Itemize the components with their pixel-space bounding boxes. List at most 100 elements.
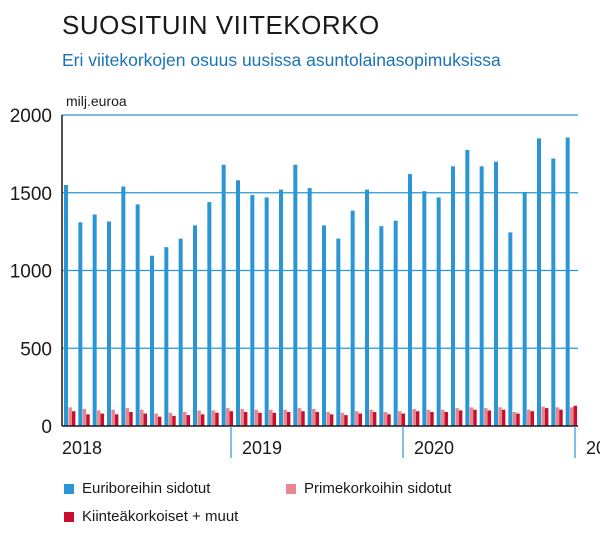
bar-series-3 — [344, 415, 348, 426]
bar-series-2 — [527, 409, 531, 426]
bar-series-2 — [340, 412, 345, 426]
bar-series-1 — [336, 238, 341, 426]
bar-series-1 — [135, 204, 140, 426]
bar-series-1 — [551, 158, 556, 427]
bar-series-2 — [111, 409, 115, 426]
bar-series-1 — [78, 222, 83, 426]
bar-series-1 — [150, 255, 154, 426]
bar-series-1 — [264, 197, 269, 426]
bar-series-2 — [455, 408, 459, 426]
bar-series-3 — [100, 413, 105, 426]
bar-series-2 — [140, 409, 144, 426]
x-tick-label: 2018 — [62, 438, 102, 458]
bar-series-3 — [444, 412, 449, 426]
bar-series-2 — [570, 407, 574, 426]
bar-series-2 — [254, 409, 259, 426]
bar-series-2 — [383, 412, 388, 426]
bar-series-1 — [379, 226, 384, 426]
bar-series-2 — [183, 412, 187, 426]
bar-series-1 — [279, 189, 283, 426]
bar-series-3 — [430, 412, 434, 426]
bar-series-1 — [350, 210, 355, 426]
bar-series-3 — [86, 414, 90, 426]
bar-series-3 — [200, 414, 205, 426]
chart-title: SUOSITUIN VIITEKORKO — [62, 10, 380, 40]
bar-series-1 — [465, 149, 470, 427]
bar-series-3 — [487, 410, 492, 426]
bar-series-3 — [544, 408, 549, 426]
bar-series-2 — [283, 409, 287, 426]
bar-series-1 — [565, 137, 570, 427]
bar-series-1 — [537, 138, 541, 426]
bar-series-2 — [326, 412, 330, 426]
bar-series-3 — [301, 411, 305, 426]
bar-series-2 — [469, 407, 474, 426]
y-tick-label: 2000 — [10, 106, 52, 127]
bar-series-1 — [250, 195, 255, 426]
bar-series-2 — [197, 410, 201, 426]
bar-series-2 — [82, 408, 87, 426]
legend-item-3: Kiinteäkorkoiset + muut — [64, 508, 238, 525]
bar-series-2 — [484, 408, 488, 426]
bar-series-1 — [393, 220, 398, 426]
bar-series-1 — [193, 225, 197, 426]
bar-series-1 — [221, 164, 226, 426]
bar-series-1 — [107, 221, 111, 426]
bar-series-3 — [372, 412, 377, 426]
bar-series-3 — [229, 411, 234, 426]
bar-series-2 — [97, 410, 101, 426]
bar-series-3 — [243, 412, 248, 426]
bar-series-2 — [412, 408, 416, 426]
legend-item-2: Primekorkoihin sidotut — [286, 480, 452, 497]
x-tick-label: 2020 — [414, 438, 454, 458]
bar-series-3 — [401, 413, 406, 426]
bar-series-2 — [426, 409, 431, 426]
bar-series-2 — [125, 408, 130, 426]
y-tick-label: 0 — [41, 417, 52, 438]
bar-series-2 — [240, 408, 244, 426]
bar-series-2 — [269, 409, 273, 426]
bar-series-3 — [172, 415, 176, 426]
bar-series-3 — [559, 409, 563, 426]
bar-series-3 — [387, 414, 391, 426]
bar-series-3 — [215, 412, 219, 426]
y-tick-label: 500 — [20, 339, 52, 360]
bar-series-3 — [530, 411, 535, 426]
bar-series-3 — [315, 412, 320, 426]
legend-label-1: Euriboreihin sidotut — [82, 480, 211, 497]
bar-series-1 — [64, 184, 68, 426]
bar-series-1 — [522, 191, 527, 426]
bar-series-2 — [555, 407, 560, 426]
bar-series-3 — [186, 415, 191, 426]
y-axis-label: milj.euroa — [66, 93, 127, 109]
bar-series-3 — [573, 405, 578, 426]
bar-series-2 — [512, 412, 517, 426]
bar-series-3 — [286, 412, 291, 426]
bar-series-3 — [473, 409, 477, 426]
bar-series-2 — [168, 412, 173, 426]
bar-series-1 — [494, 161, 498, 426]
bar-series-2 — [398, 411, 402, 426]
bar-series-2 — [154, 413, 158, 426]
bar-series-1 — [479, 166, 484, 426]
y-tick-label: 1500 — [10, 184, 52, 205]
bar-series-3 — [358, 413, 363, 426]
bar-series-1 — [92, 214, 97, 426]
bar-series-3 — [258, 412, 262, 426]
bar-series-3 — [501, 409, 506, 426]
legend-label-2: Primekorkoihin sidotut — [304, 480, 452, 497]
chart-subtitle: Eri viitekorkojen osuus uusissa asuntola… — [62, 50, 501, 70]
bar-series-3 — [516, 413, 520, 426]
x-tick-label: 2019 — [242, 438, 282, 458]
legend-item-1: Euriboreihin sidotut — [64, 480, 210, 497]
bar-series-2 — [226, 408, 230, 426]
bar-series-3 — [458, 410, 463, 426]
bar-series-3 — [157, 416, 162, 426]
bar-series-3 — [71, 411, 76, 426]
bar-series-1 — [207, 202, 212, 426]
bar-series-1 — [365, 189, 369, 426]
bar-series-2 — [355, 411, 359, 426]
bar-series-1 — [422, 191, 427, 426]
